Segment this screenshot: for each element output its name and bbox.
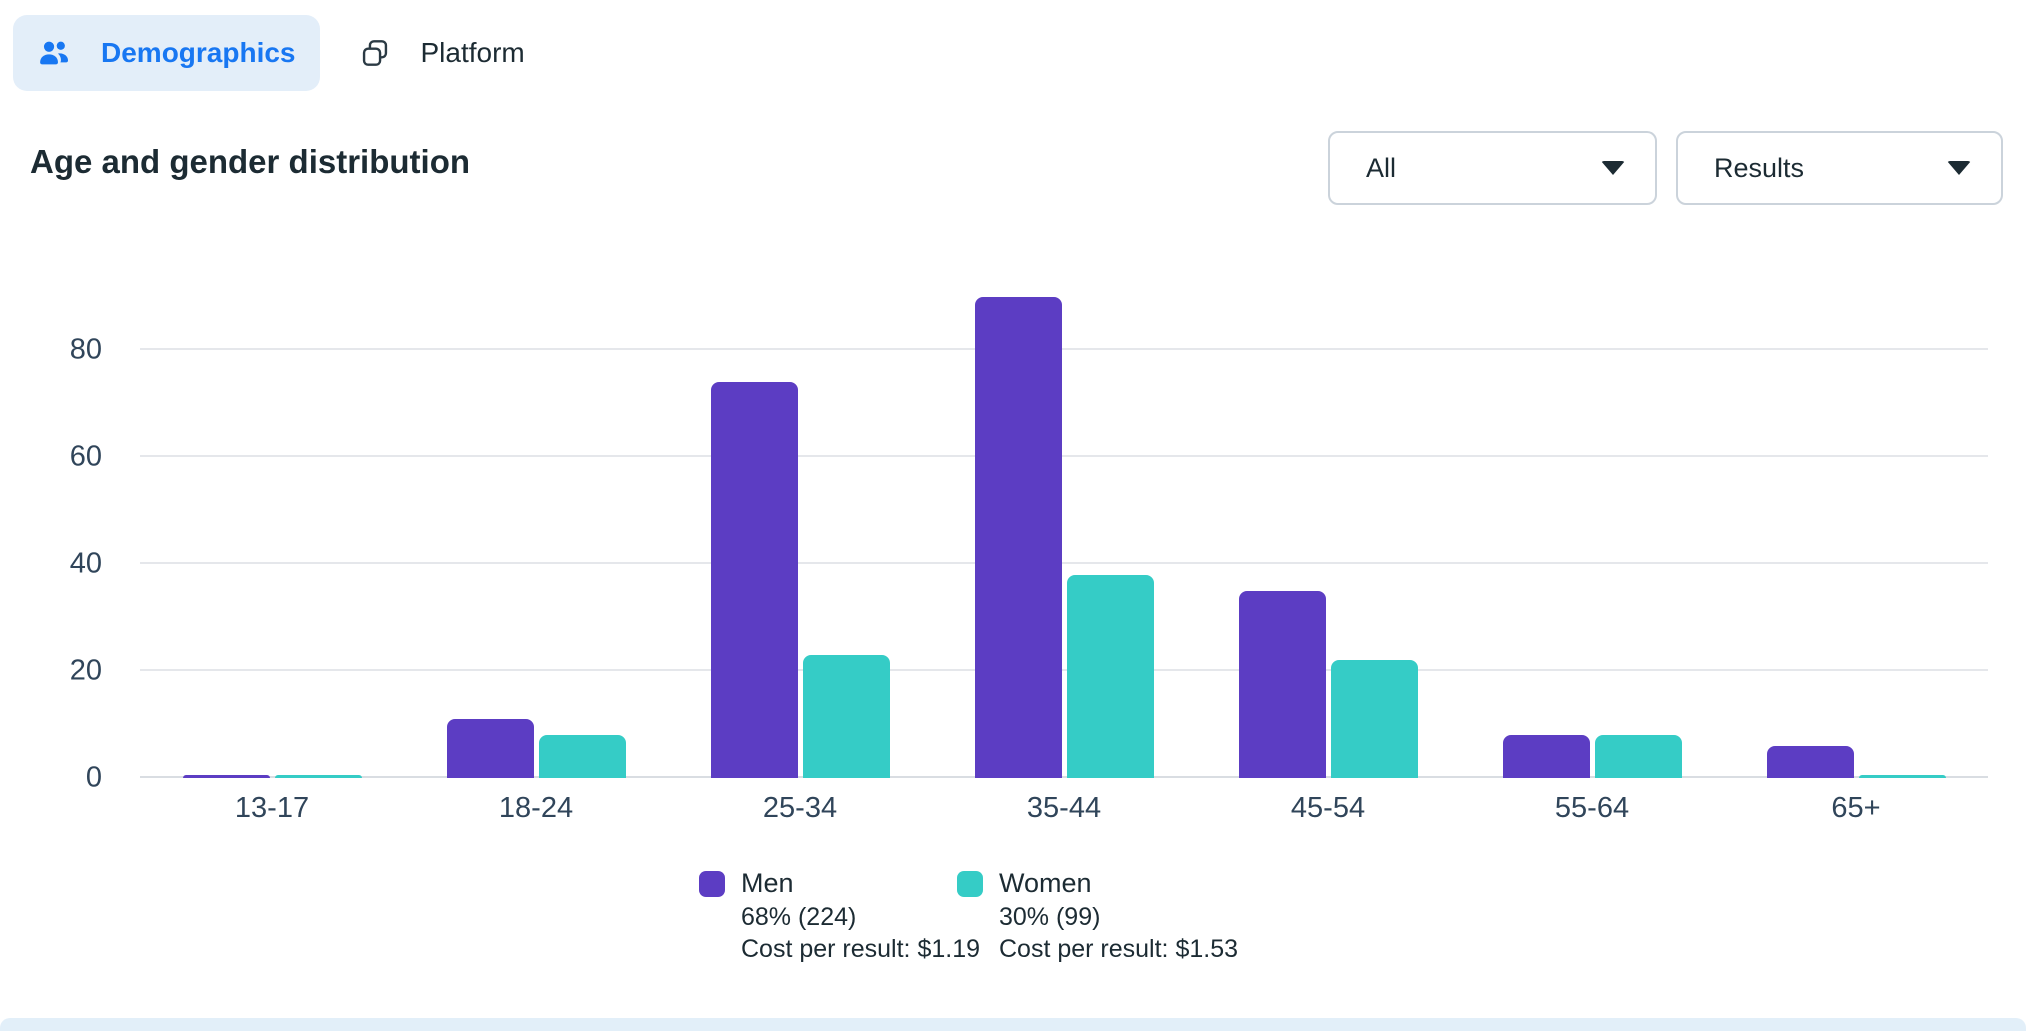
bar-women-13-17[interactable]: [274, 775, 362, 778]
bar-men-55-64[interactable]: [1502, 735, 1590, 778]
bar-group-25-34: [668, 220, 932, 778]
legend-item-women: Women 30% (99) Cost per result: $1.53: [957, 866, 1238, 965]
bar-men-13-17[interactable]: [182, 775, 270, 778]
next-section-top-edge: [0, 1018, 2026, 1031]
bar-group-35-44: [932, 220, 1196, 778]
legend-swatch-women: [957, 871, 983, 897]
tab-platform-label: Platform: [420, 37, 525, 68]
x-axis: 13-17 18-24 25-34 35-44 45-54 55-64 65+: [140, 792, 1988, 825]
y-tick-label-0: 0: [85, 761, 102, 794]
bar-women-45-54[interactable]: [1330, 660, 1418, 778]
chevron-down-icon: [1601, 161, 1625, 175]
x-label-25-34: 25-34: [762, 792, 838, 824]
legend-women-cost: Cost per result: $1.53: [999, 935, 1239, 963]
tab-demographics[interactable]: Demographics: [13, 15, 320, 91]
tab-demographics-label: Demographics: [101, 37, 296, 68]
bar-women-65+[interactable]: [1858, 775, 1946, 778]
tab-platform[interactable]: Platform: [335, 15, 549, 91]
y-tick-label-60: 60: [69, 440, 102, 473]
bar-men-25-34[interactable]: [710, 382, 798, 778]
y-axis: 0 20 40 60 80: [0, 220, 118, 794]
gridline-40: [140, 562, 1988, 564]
legend-item-men: Men 68% (224) Cost per result: $1.19: [699, 866, 980, 965]
bar-group-55-64: [1460, 220, 1724, 778]
bar-women-25-34[interactable]: [802, 654, 890, 778]
bar-men-35-44[interactable]: [974, 296, 1062, 778]
audience-filter-value: All: [1366, 152, 1397, 183]
audience-filter-dropdown[interactable]: All: [1328, 131, 1657, 205]
legend-men-share: 68% (224): [741, 903, 857, 931]
x-label-35-44: 35-44: [1026, 792, 1102, 824]
bar-women-35-44[interactable]: [1066, 574, 1154, 778]
legend-men-cost: Cost per result: $1.19: [741, 935, 981, 963]
bar-chart-plot-area: [140, 220, 1988, 778]
bar-men-45-54[interactable]: [1238, 590, 1326, 778]
bar-men-65+[interactable]: [1766, 745, 1854, 778]
people-icon: [37, 38, 71, 68]
overlapping-squares-icon: [359, 37, 391, 69]
y-tick-label-80: 80: [69, 333, 102, 366]
bar-group-45-54: [1196, 220, 1460, 778]
bar-women-18-24[interactable]: [538, 735, 626, 778]
bar-group-65+: [1724, 220, 1988, 778]
breakdown-tabs: Demographics Platform: [13, 15, 549, 91]
x-label-55-64: 55-64: [1554, 792, 1630, 824]
y-tick-label-40: 40: [69, 547, 102, 580]
legend-men-name: Men: [741, 868, 794, 898]
x-label-13-17: 13-17: [234, 792, 310, 824]
gridline-80: [140, 348, 1988, 350]
gridline-60: [140, 455, 1988, 457]
y-tick-label-20: 20: [69, 654, 102, 687]
gridline-20: [140, 669, 1988, 671]
x-label-65+: 65+: [1831, 792, 1881, 824]
legend-women-share: 30% (99): [999, 903, 1101, 931]
legend-women-name: Women: [999, 868, 1092, 898]
bar-group-13-17: [140, 220, 404, 778]
bar-group-18-24: [404, 220, 668, 778]
bar-men-18-24[interactable]: [446, 719, 534, 778]
metric-dropdown-value: Results: [1714, 152, 1805, 183]
page-title: Age and gender distribution: [30, 143, 471, 180]
x-label-18-24: 18-24: [498, 792, 574, 824]
x-label-45-54: 45-54: [1290, 792, 1366, 824]
chevron-down-icon: [1947, 161, 1971, 175]
bar-groups: [140, 220, 1988, 778]
bar-women-55-64[interactable]: [1594, 735, 1682, 778]
gridline-0: [140, 776, 1988, 778]
metric-dropdown[interactable]: Results: [1676, 131, 2003, 205]
legend-swatch-men: [699, 871, 725, 897]
